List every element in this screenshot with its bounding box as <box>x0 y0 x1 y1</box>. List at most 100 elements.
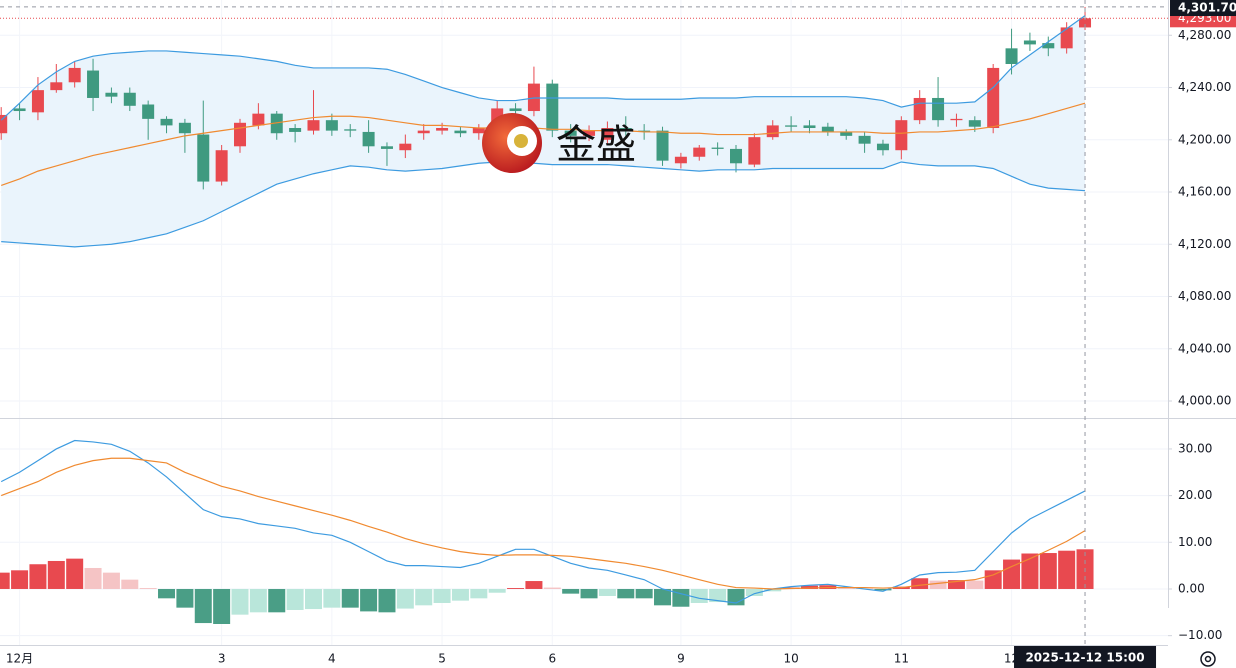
candle-body <box>105 92 118 97</box>
candle-body <box>31 90 44 113</box>
y-tick-label: 4,080.00 <box>1178 289 1231 303</box>
macd-histogram-bar <box>415 588 433 606</box>
candle-body <box>1005 48 1018 65</box>
candle-body <box>968 120 981 127</box>
macd-histogram-bar <box>709 588 727 603</box>
macd-histogram-bar <box>488 588 506 593</box>
candle-body <box>307 120 320 131</box>
candle-body <box>803 125 816 129</box>
macd-histogram-bar <box>102 572 120 589</box>
crosshair-price-label: 4,301.70 <box>1178 1 1236 15</box>
macd-histogram-bar <box>47 560 65 589</box>
macd-histogram-bar <box>341 588 359 608</box>
macd-histogram-bar <box>396 588 414 609</box>
candle-body <box>289 128 302 132</box>
candle-body <box>509 108 522 112</box>
macd-dif-line <box>0 439 1086 604</box>
crosshair-time-tag <box>1014 646 1157 668</box>
band-upper <box>0 15 1086 121</box>
macd-histogram-bar <box>304 588 322 610</box>
candle-body <box>766 125 779 138</box>
macd-histogram-bar <box>543 587 561 589</box>
candle-body <box>1060 27 1073 49</box>
macd-histogram-bar <box>635 588 653 599</box>
y-tick-label: 10.00 <box>1178 535 1212 549</box>
macd-histogram-bar <box>911 578 929 589</box>
y-tick-label: 4,160.00 <box>1178 185 1231 199</box>
candle-body <box>215 150 228 182</box>
y-tick-label: 4,000.00 <box>1178 394 1231 408</box>
y-tick-label: 20.00 <box>1178 488 1212 502</box>
macd-histogram-bar <box>1058 550 1076 589</box>
settings-icon <box>1200 651 1216 667</box>
candle-body <box>527 83 540 112</box>
candle-body <box>160 118 173 126</box>
watermark-text: 金盛 <box>556 122 636 168</box>
x-tick-label: 12月 <box>6 652 33 666</box>
candle-body <box>932 97 945 121</box>
y-tick-label: 4,040.00 <box>1178 341 1231 355</box>
candle-body <box>950 118 963 121</box>
candle-body <box>619 128 632 131</box>
y-tick-label: 4,280.00 <box>1178 28 1231 42</box>
x-tick-label: 4 <box>328 652 336 666</box>
candle-body <box>638 130 651 132</box>
candle-body <box>858 135 871 144</box>
macd-histogram-bar <box>947 580 965 589</box>
candle-body <box>564 130 577 136</box>
macd-histogram-bar <box>672 588 690 607</box>
x-tick-label: 10 <box>783 652 798 666</box>
macd-histogram-bar <box>360 588 378 612</box>
candle-body <box>13 108 26 112</box>
candle-body <box>876 143 889 151</box>
x-tick-label: 6 <box>548 652 556 666</box>
candle-body <box>0 114 8 134</box>
candle-body <box>730 148 742 164</box>
macd-histogram-bar <box>654 588 672 606</box>
y-tick-label: 4,240.00 <box>1178 80 1231 94</box>
macd-histogram-bar <box>158 588 176 599</box>
macd-histogram-bar <box>433 588 451 603</box>
watermark-logo: 金盛 <box>482 113 636 173</box>
candle-body <box>68 67 81 83</box>
macd-histogram-bar <box>1003 559 1021 589</box>
macd-histogram-bar <box>690 588 708 603</box>
macd-dea-line <box>0 457 1086 590</box>
macd-histogram-bar <box>525 581 543 589</box>
macd-histogram-bar <box>580 588 598 599</box>
macd-histogram-bar <box>378 588 396 613</box>
band-middle <box>0 102 1086 187</box>
macd-histogram-bar <box>139 588 157 589</box>
crosshair-time-label: 2025-12-12 15:00 <box>1025 651 1144 665</box>
candle-body <box>197 134 210 182</box>
candle-body <box>380 146 393 149</box>
macd-histogram-bar <box>29 564 47 589</box>
candle-body <box>417 130 430 134</box>
macd-histogram-bar <box>451 588 469 601</box>
macd-histogram-bar <box>617 588 635 599</box>
macd-histogram-bar <box>874 588 892 591</box>
candle-body <box>1079 18 1092 28</box>
macd-histogram-bar <box>249 588 267 613</box>
x-tick-label: 11 <box>894 652 909 666</box>
macd-histogram-bar <box>507 588 525 589</box>
macd-histogram-bar <box>929 580 947 589</box>
x-tick-label: 9 <box>677 652 685 666</box>
candle-body <box>362 131 375 147</box>
lines-layer <box>0 15 1086 604</box>
macd-histogram-bar <box>598 588 616 596</box>
macd-histogram-bar <box>66 558 84 589</box>
macd-histogram-bar <box>470 588 488 599</box>
macd-histogram-bar <box>745 588 763 596</box>
macd-histogram-bar <box>268 588 286 613</box>
logo-dot <box>514 134 528 148</box>
macd-histogram-bar <box>11 570 29 589</box>
candle-body <box>436 128 449 131</box>
macd-histogram-bar <box>800 585 818 589</box>
macd-histogram-bar <box>0 572 10 589</box>
macd-histogram-bar <box>176 588 194 608</box>
candle-body <box>840 131 853 136</box>
